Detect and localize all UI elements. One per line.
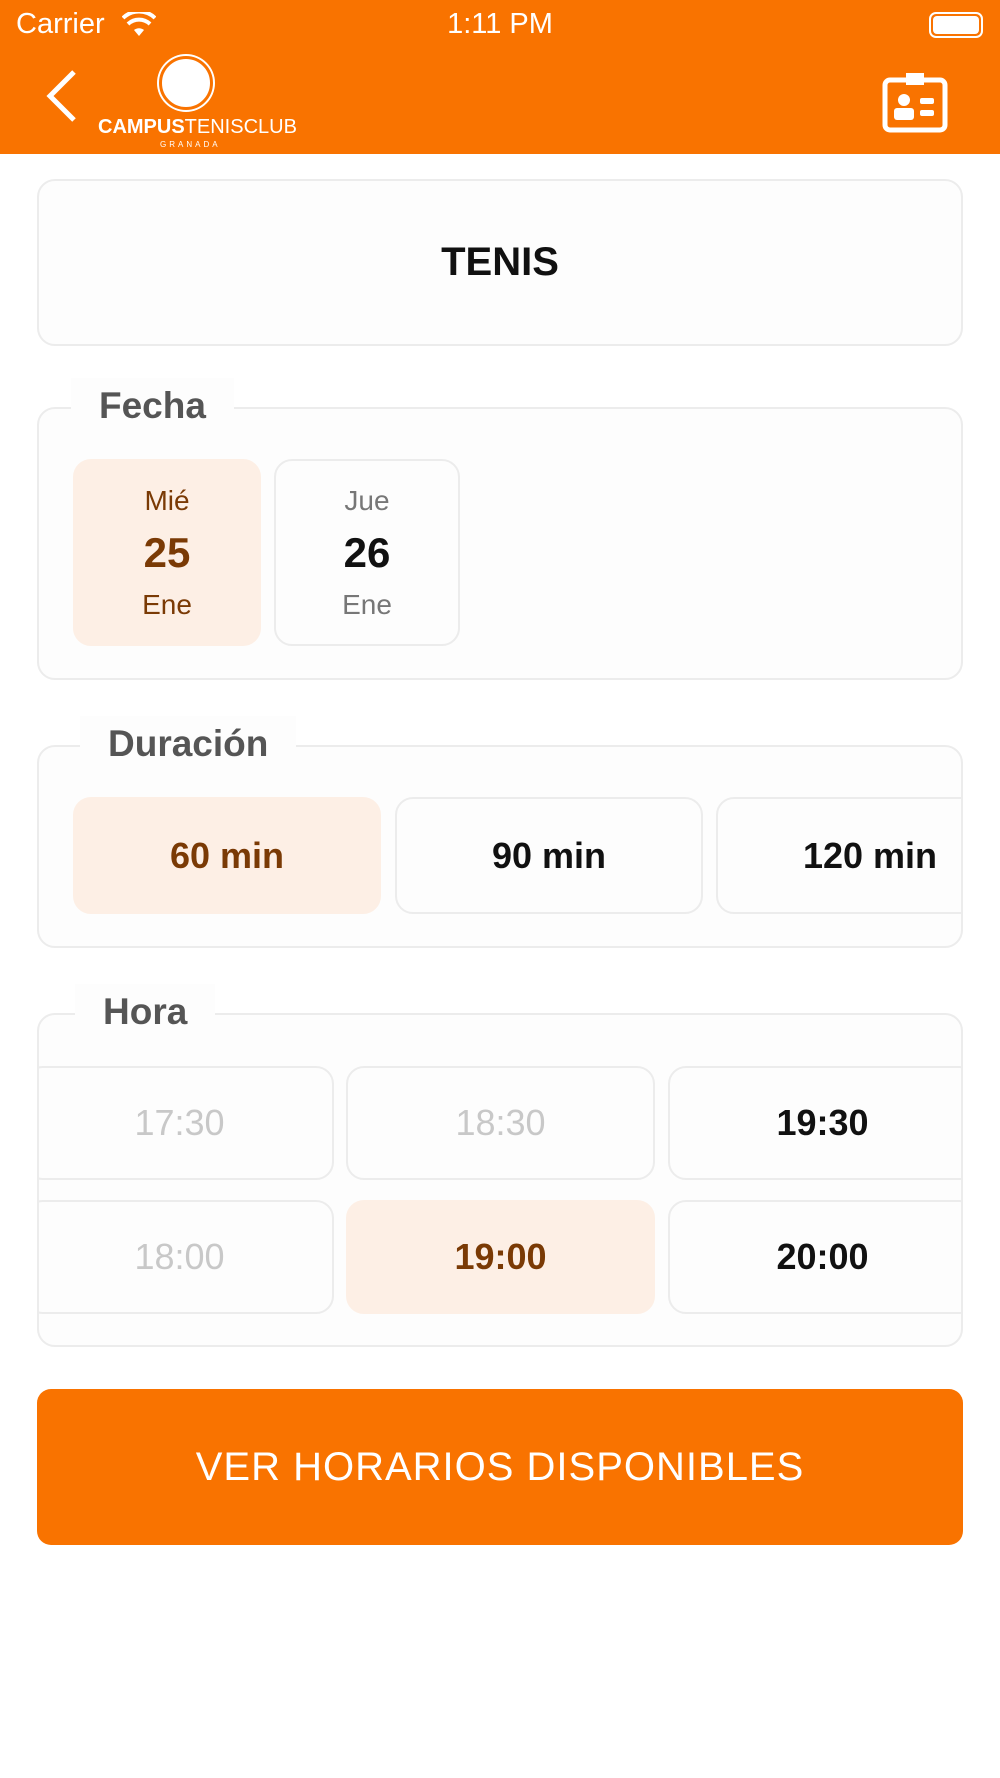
date-day: Jue [344, 484, 390, 516]
carrier-label: Carrier [16, 8, 105, 40]
view-schedules-button[interactable]: VER HORARIOS DISPONIBLES [37, 1389, 963, 1545]
time-slot: 18:30 [346, 1066, 655, 1180]
date-num: 25 [143, 528, 191, 576]
time-slot: 17:30 [39, 1066, 334, 1180]
duration-option[interactable]: 120 min [716, 797, 961, 914]
fecha-label: Fecha [71, 378, 234, 434]
date-num: 26 [343, 528, 391, 576]
date-option[interactable]: Mié 25 Ene [73, 459, 261, 646]
time-slot[interactable]: 20:00 [668, 1200, 961, 1314]
sport-card: TENIS [37, 179, 963, 346]
logo-text: CAMPUSTENISCLUB [98, 116, 297, 138]
duracion-section: 60 min 90 min 120 min [37, 745, 963, 948]
wifi-icon [122, 12, 156, 36]
battery-icon [929, 12, 983, 38]
duration-option[interactable]: 60 min [73, 797, 381, 914]
date-month: Ene [342, 588, 392, 620]
duracion-label: Duración [80, 716, 297, 772]
date-day: Mié [144, 484, 190, 516]
hora-label: Hora [75, 984, 216, 1040]
date-month: Ene [142, 588, 192, 620]
back-button[interactable] [42, 68, 82, 124]
logo-ball-icon [159, 56, 213, 110]
time-slot[interactable]: 19:00 [346, 1200, 655, 1314]
member-card-button[interactable] [882, 70, 948, 134]
sport-title: TENIS [441, 240, 559, 284]
duration-option[interactable]: 90 min [395, 797, 703, 914]
clock: 1:11 PM [447, 8, 553, 40]
time-slot: 18:00 [39, 1200, 334, 1314]
date-option[interactable]: Jue 26 Ene [274, 459, 460, 646]
nav-header: Carrier 1:11 PM CAMPUSTENISCLUB GRANADA [0, 0, 1000, 154]
logo-subtext: GRANADA [160, 140, 221, 149]
hora-section: 17:30 18:30 19:30 18:00 19:00 20:00 [37, 1013, 963, 1347]
time-slot[interactable]: 19:30 [668, 1066, 961, 1180]
